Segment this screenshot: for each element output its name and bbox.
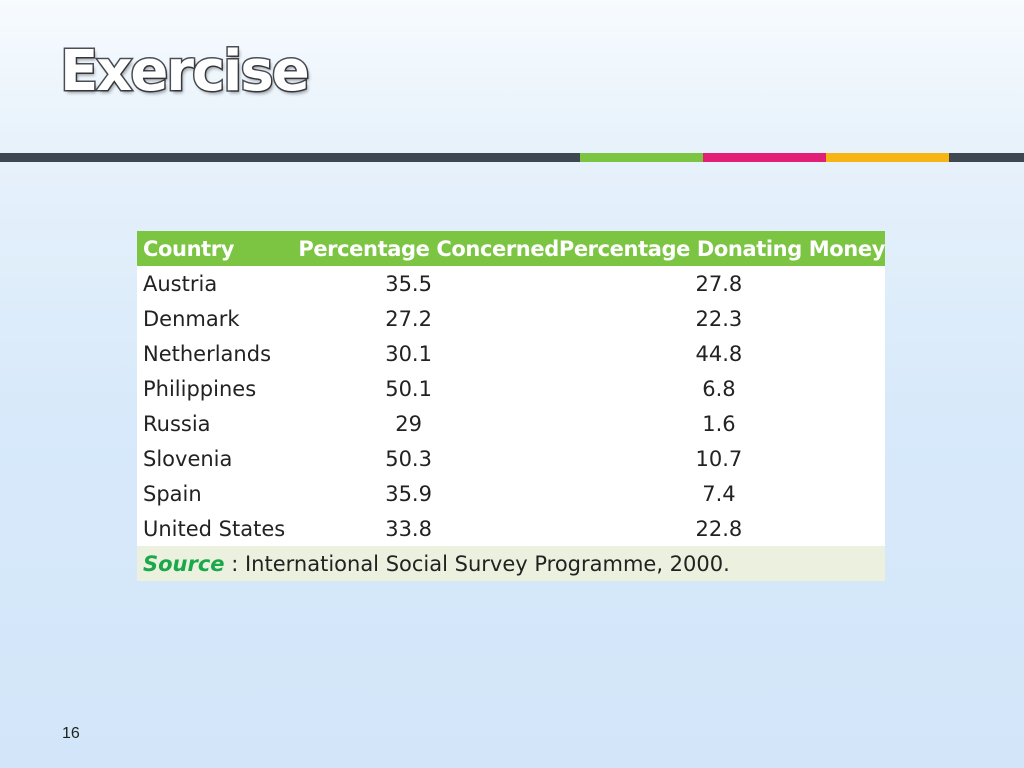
cell-donating: 10.7 [558,441,885,476]
cell-concerned: 35.5 [298,266,559,301]
cell-donating: 27.8 [558,266,885,301]
cell-concerned: 27.2 [298,301,559,336]
divider-segment-green [580,153,703,162]
divider-segment-gold [826,153,949,162]
source-row: Source : International Social Survey Pro… [137,546,885,581]
table-row: Philippines 50.1 6.8 [137,371,885,406]
cell-donating: 22.8 [558,511,885,546]
table-row: Spain 35.9 7.4 [137,476,885,511]
table-row: Denmark 27.2 22.3 [137,301,885,336]
cell-country: Netherlands [137,336,299,371]
table-row: Austria 35.5 27.8 [137,266,885,301]
table-row: Slovenia 50.3 10.7 [137,441,885,476]
cell-concerned: 33.8 [298,511,559,546]
cell-donating: 22.3 [558,301,885,336]
cell-donating: 7.4 [558,476,885,511]
source-label: Source [143,551,225,576]
cell-country: Austria [137,266,299,301]
table-row: United States 33.8 22.8 [137,511,885,546]
header-percentage-donating: Percentage Donating Money [558,231,885,266]
cell-concerned: 29 [298,406,559,441]
cell-country: Spain [137,476,299,511]
cell-country: Philippines [137,371,299,406]
survey-table: Country Percentage Concerned Percentage … [137,231,885,581]
divider-segment-dark [0,153,580,162]
header-country: Country [137,231,299,266]
cell-donating: 44.8 [558,336,885,371]
cell-concerned: 50.1 [298,371,559,406]
cell-donating: 6.8 [558,371,885,406]
header-percentage-concerned: Percentage Concerned [298,231,559,266]
title-divider [0,153,1024,162]
cell-donating: 1.6 [558,406,885,441]
cell-country: United States [137,511,299,546]
source-note: Source : International Social Survey Pro… [137,546,885,581]
table-row: Netherlands 30.1 44.8 [137,336,885,371]
cell-concerned: 30.1 [298,336,559,371]
cell-country: Russia [137,406,299,441]
cell-concerned: 50.3 [298,441,559,476]
cell-country: Slovenia [137,441,299,476]
divider-segment-dark-end [949,153,1024,162]
cell-country: Denmark [137,301,299,336]
page-number: 16 [62,725,80,742]
source-text: : International Social Survey Programme,… [224,551,730,576]
cell-concerned: 35.9 [298,476,559,511]
table-row: Russia 29 1.6 [137,406,885,441]
divider-segment-pink [703,153,826,162]
slide-title: Exercise [59,39,312,104]
table-header-row: Country Percentage Concerned Percentage … [137,231,885,266]
